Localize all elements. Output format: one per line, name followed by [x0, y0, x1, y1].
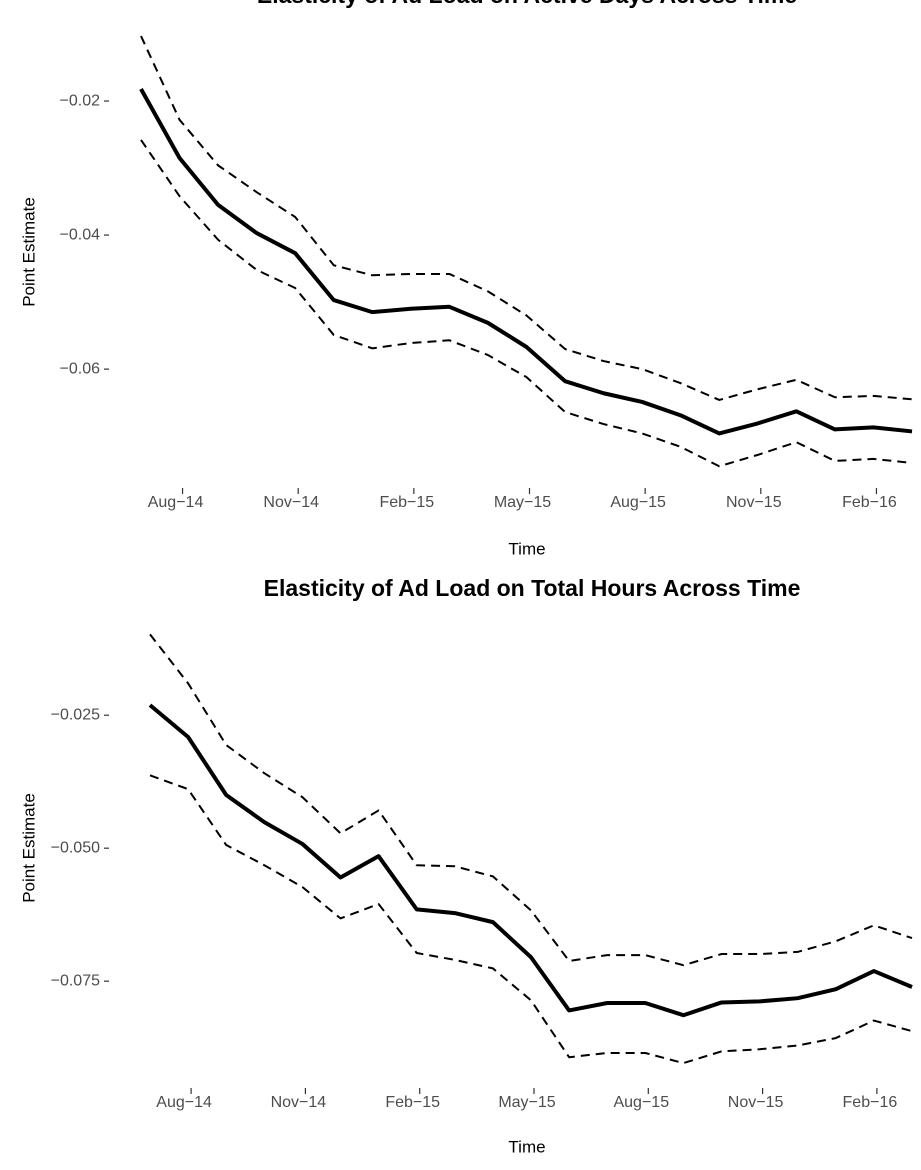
y-tick-label: −0.025	[51, 706, 100, 723]
x-axis-title: Time	[508, 1137, 545, 1156]
x-tick-label: May−15	[498, 1094, 555, 1111]
line	[139, 88, 913, 436]
x-tick-label: Aug−15	[613, 1094, 669, 1111]
y-tick-label: −0.02	[60, 92, 101, 109]
x-tick-label: May−15	[494, 494, 551, 511]
x-axis-title: Time	[508, 539, 545, 558]
y-tick-label: −0.050	[51, 839, 100, 856]
x-tick-label: Aug−14	[148, 494, 204, 511]
x-tick-label: Nov−15	[728, 1094, 784, 1111]
y-axis-title: Point Estimate	[19, 793, 38, 903]
x-tick-label: Feb−15	[385, 1094, 440, 1111]
line	[148, 703, 913, 1018]
x-tick-label: Aug−15	[610, 494, 666, 511]
y-tick-label: −0.075	[51, 972, 100, 989]
chart-title: Elasticity of Ad Load on Active Days Acr…	[257, 0, 797, 8]
x-tick-label: Feb−16	[842, 494, 897, 511]
y-tick-label: −0.06	[60, 360, 101, 377]
x-tick-label: Feb−15	[379, 494, 434, 511]
x-tick-label: Nov−14	[263, 494, 319, 511]
line	[149, 633, 913, 967]
line	[140, 35, 913, 401]
line	[149, 774, 913, 1065]
x-tick-label: Nov−14	[271, 1094, 327, 1111]
line	[140, 139, 913, 468]
y-tick-label: −0.04	[60, 226, 101, 243]
x-tick-label: Feb−16	[843, 1094, 898, 1111]
chart-title: Elasticity of Ad Load on Total Hours Acr…	[264, 575, 801, 601]
x-tick-label: Nov−15	[726, 494, 782, 511]
y-axis-title: Point Estimate	[19, 197, 38, 307]
x-tick-label: Aug−14	[156, 1094, 212, 1111]
